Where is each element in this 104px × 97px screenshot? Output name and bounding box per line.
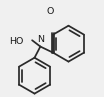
Text: O: O (47, 7, 54, 16)
Text: N: N (37, 35, 44, 44)
Text: HO: HO (9, 37, 23, 46)
